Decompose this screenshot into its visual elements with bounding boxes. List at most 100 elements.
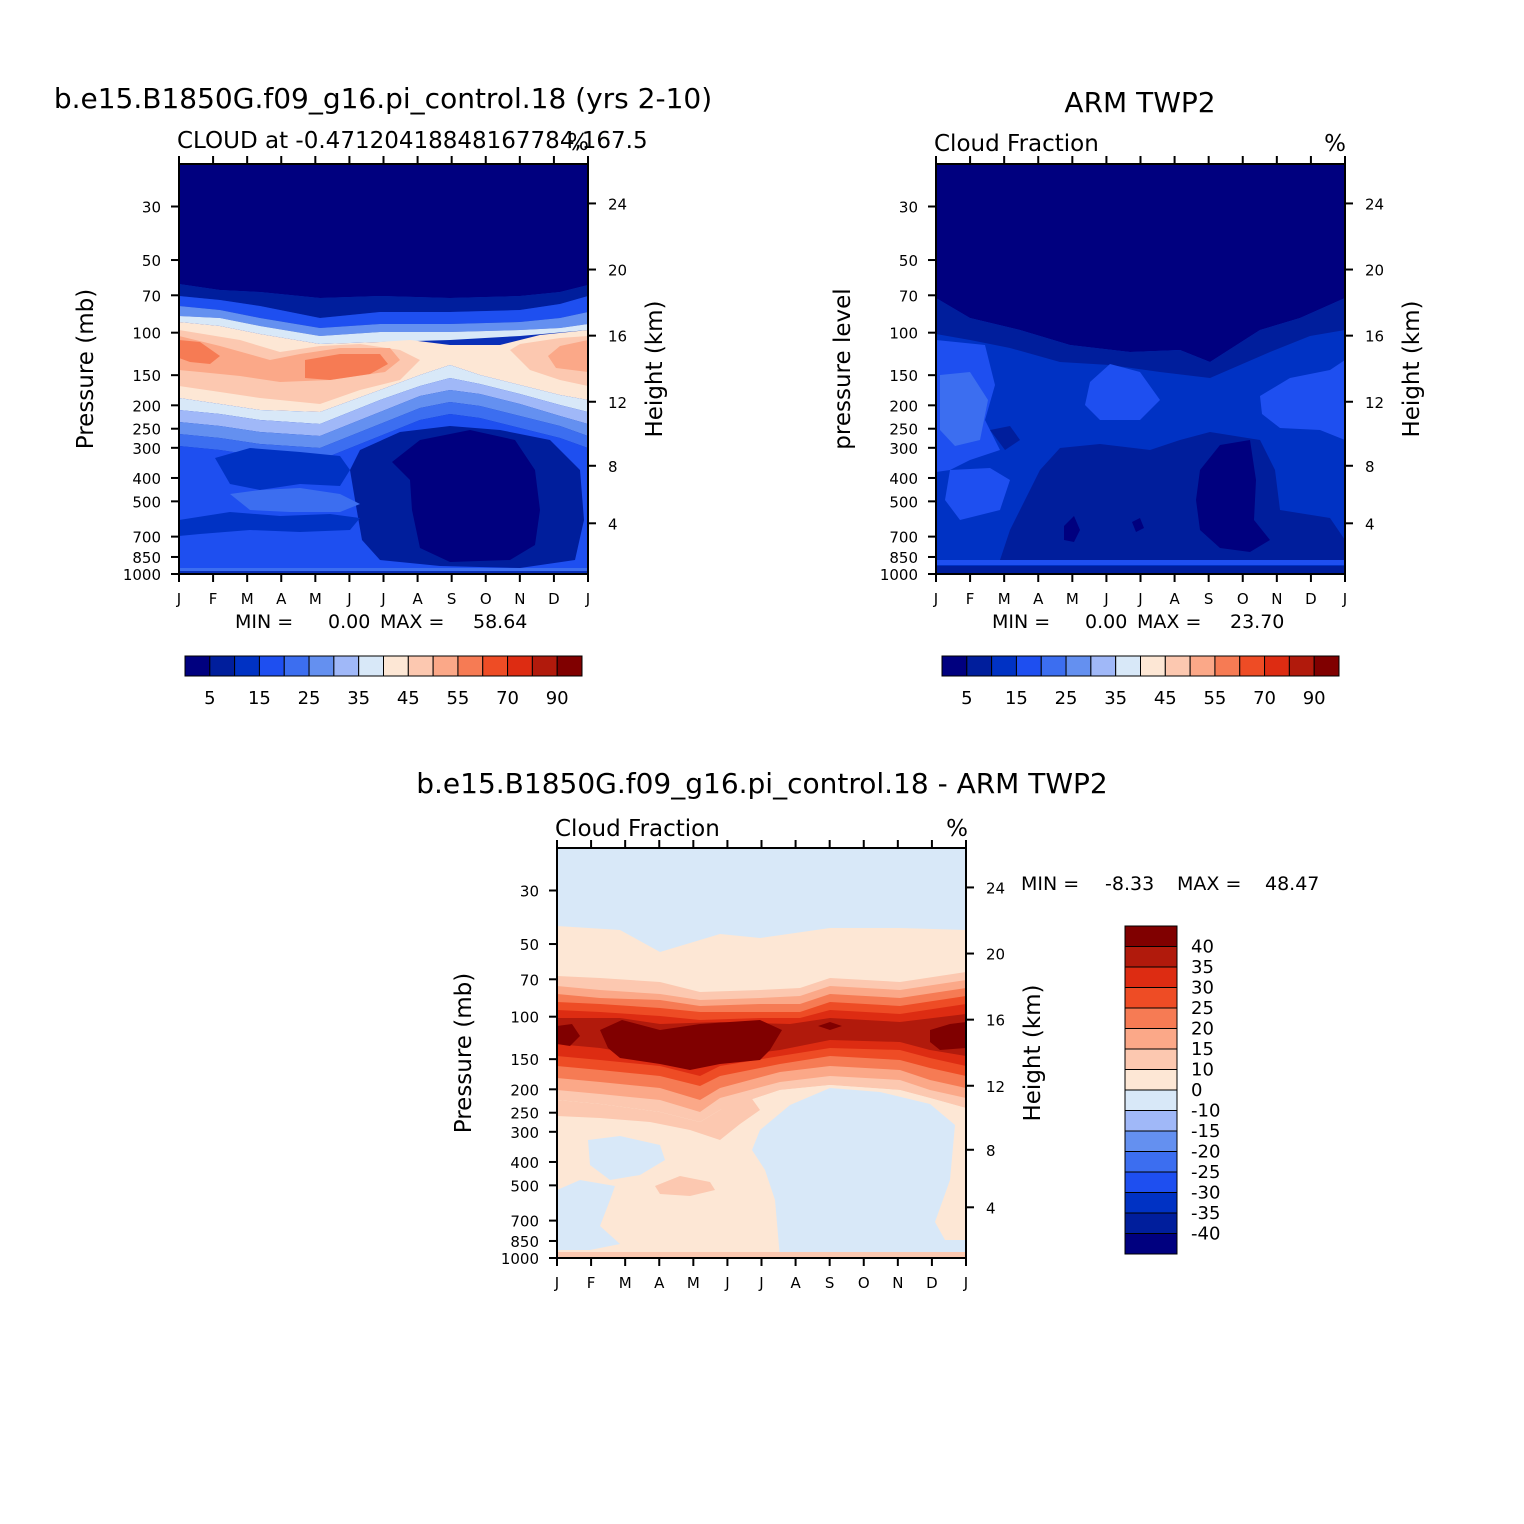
panel-diff: b.e15.B1850G.f09_g16.pi_control.18 - ARM… xyxy=(416,767,1319,1292)
model-dry-core xyxy=(392,430,540,562)
panel-model-min-value: 0.00 xyxy=(328,611,370,633)
y-axis-title-left: Pressure (mb) xyxy=(73,289,99,449)
colorbar-label: 90 xyxy=(1303,688,1326,709)
pressure-label: 500 xyxy=(510,1177,539,1195)
panel-obs-max-value: 23.70 xyxy=(1230,611,1284,633)
month-label: M xyxy=(309,590,322,608)
model-lower-lobe xyxy=(215,448,350,490)
pressure-label: 1000 xyxy=(501,1250,539,1268)
month-label: M xyxy=(241,590,254,608)
panel-obs-max-label: MAX = xyxy=(1137,611,1201,633)
panel-obs-units: % xyxy=(1324,131,1346,157)
diff-core-maroon xyxy=(557,1024,580,1046)
panel-obs-min-value: 0.00 xyxy=(1085,611,1127,633)
pressure-label: 500 xyxy=(132,493,161,511)
colorbar-label: 40 xyxy=(1191,937,1214,958)
colorbar-swatch xyxy=(1124,1028,1178,1050)
obs-blob-low-left xyxy=(945,468,1010,520)
y-axis-title-right: Height (km) xyxy=(642,300,668,437)
height-label: 8 xyxy=(986,1142,996,1160)
pressure-label: 150 xyxy=(510,1051,539,1069)
colorbar-swatch xyxy=(1164,655,1191,677)
pressure-label: 850 xyxy=(132,549,161,567)
month-label: S xyxy=(1204,590,1214,608)
colorbar-swatch xyxy=(1124,1089,1178,1111)
diff-core-maroon2 xyxy=(600,1020,782,1070)
diff-right-light xyxy=(752,1088,966,1258)
pressure-label: 200 xyxy=(132,397,161,415)
month-label: A xyxy=(790,1274,801,1292)
colorbar-swatch xyxy=(308,655,335,677)
month-label: J xyxy=(176,590,181,608)
colorbar-label: -15 xyxy=(1191,1121,1220,1142)
model-band-blue-light xyxy=(179,378,588,436)
colorbar-swatch xyxy=(1015,655,1042,677)
panel-model-min-label: MIN = xyxy=(235,611,293,633)
pressure-label: 250 xyxy=(132,421,161,439)
month-label: A xyxy=(654,1274,665,1292)
colorbar-swatch xyxy=(1124,1048,1178,1070)
colorbar-swatch xyxy=(1124,966,1178,988)
pressure-label: 700 xyxy=(510,1213,539,1231)
month-label: M xyxy=(998,590,1011,608)
colorbar-swatch xyxy=(209,655,236,677)
colorbar-label: 25 xyxy=(1191,998,1214,1019)
month-label: J xyxy=(554,1274,559,1292)
height-label: 12 xyxy=(986,1078,1005,1096)
colorbar-label: 30 xyxy=(1191,978,1214,999)
obs-band-top xyxy=(936,164,1345,362)
obs-blob-mid xyxy=(1085,364,1160,420)
height-label: 16 xyxy=(608,328,627,346)
height-label: 4 xyxy=(608,515,618,533)
y-axis-title-right: Height (km) xyxy=(1399,300,1425,437)
y-axis-title-left: pressure level xyxy=(830,288,856,449)
colorbar-swatch xyxy=(1124,1069,1178,1091)
colorbar-swatch xyxy=(1040,655,1067,677)
month-label: J xyxy=(1137,590,1142,608)
panel-model-units: % xyxy=(567,130,589,156)
diff-core-maroon3 xyxy=(930,1022,966,1050)
colorbar-label: 25 xyxy=(298,688,321,709)
colorbar-label: 70 xyxy=(1253,688,1276,709)
colorbar-swatch xyxy=(1124,1233,1178,1255)
colorbar-label: 90 xyxy=(546,688,569,709)
month-label: A xyxy=(412,590,423,608)
month-label: A xyxy=(1169,590,1180,608)
panel-diff-units: % xyxy=(946,816,968,842)
colorbar-swatch xyxy=(1214,655,1241,677)
colorbar-swatch xyxy=(1140,655,1166,677)
month-label: D xyxy=(1305,590,1317,608)
colorbar-label: 55 xyxy=(1203,688,1226,709)
model-band-blue xyxy=(179,402,588,460)
panel-model: b.e15.B1850G.f09_g16.pi_control.18 (yrs … xyxy=(54,82,712,709)
colorbar-swatch xyxy=(1124,1151,1178,1173)
model-band-light-lower xyxy=(179,365,588,424)
colorbar-label: 15 xyxy=(1191,1039,1214,1060)
colorbar-swatch xyxy=(1124,1007,1178,1029)
month-label: D xyxy=(548,590,560,608)
month-label: M xyxy=(687,1274,700,1292)
model-band-salmon-right xyxy=(548,340,588,372)
colorbar-label: 35 xyxy=(1104,688,1127,709)
pressure-label: 250 xyxy=(510,1105,539,1123)
colorbar-label: 15 xyxy=(248,688,271,709)
model-band-top2 xyxy=(179,284,588,318)
pressure-label: 200 xyxy=(510,1081,539,1099)
colorbar-label: 70 xyxy=(496,688,519,709)
height-label: 16 xyxy=(1365,328,1384,346)
pressure-label: 70 xyxy=(899,287,918,305)
month-label: J xyxy=(963,1274,968,1292)
height-label: 20 xyxy=(1365,262,1384,280)
colorbar-label: 10 xyxy=(1191,1060,1214,1081)
pressure-label: 1000 xyxy=(880,566,918,584)
colorbar-swatch xyxy=(556,655,583,677)
colorbar-swatch xyxy=(1288,655,1315,677)
height-label: 8 xyxy=(1365,458,1375,476)
panel-obs-contours xyxy=(936,164,1345,574)
model-band-orange-mid xyxy=(305,354,388,380)
colorbar-label: 0 xyxy=(1191,1080,1202,1101)
panel-diff-title: b.e15.B1850G.f09_g16.pi_control.18 - ARM… xyxy=(416,767,1107,800)
panel-obs-colorbar: 5 15 25 35 45 55 70 90 xyxy=(941,655,1340,709)
